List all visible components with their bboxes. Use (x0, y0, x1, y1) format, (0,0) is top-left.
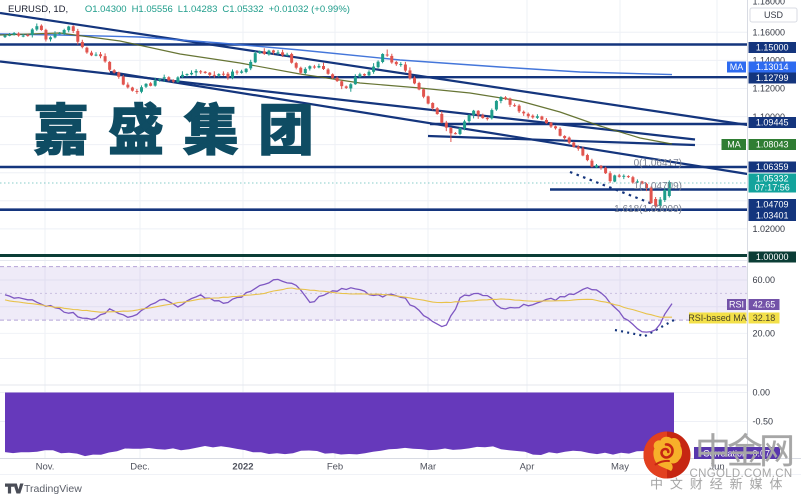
svg-text:MA: MA (730, 62, 744, 72)
svg-text:Feb: Feb (327, 462, 343, 473)
svg-text:1.18000: 1.18000 (753, 0, 786, 7)
svg-text:1.00000: 1.00000 (756, 252, 789, 262)
svg-text:Mar: Mar (420, 462, 436, 473)
svg-text:1.02000: 1.02000 (753, 224, 786, 234)
svg-text:May: May (611, 462, 629, 473)
svg-text:1.12799: 1.12799 (756, 73, 789, 83)
svg-text:1.16000: 1.16000 (753, 28, 786, 38)
svg-text:1.08043: 1.08043 (756, 140, 789, 150)
svg-text:1.06359: 1.06359 (756, 162, 789, 172)
svg-text:1.03401: 1.03401 (756, 211, 789, 221)
svg-text:Apr: Apr (520, 462, 535, 473)
svg-text:1.14000: 1.14000 (753, 56, 786, 66)
svg-text:1.618(1.03099): 1.618(1.03099) (614, 204, 682, 215)
svg-text:07:17:56: 07:17:56 (755, 182, 790, 192)
svg-text:-0.50: -0.50 (753, 417, 774, 427)
svg-text:2022: 2022 (232, 462, 253, 473)
svg-text:1.09445: 1.09445 (756, 118, 789, 128)
svg-text:RSI-based MA: RSI-based MA (688, 313, 747, 323)
svg-text:0(1.06417): 0(1.06417) (634, 158, 682, 169)
svg-text:MA: MA (727, 140, 741, 150)
svg-text:1.10000: 1.10000 (753, 112, 786, 122)
svg-text:1.13014: 1.13014 (756, 62, 789, 72)
svg-text:42.65: 42.65 (753, 300, 776, 310)
svg-text:1.12000: 1.12000 (753, 84, 786, 94)
svg-text:0.00: 0.00 (753, 388, 771, 398)
svg-text:RSI: RSI (729, 300, 744, 310)
svg-text:1(1.04709): 1(1.04709) (634, 181, 682, 192)
svg-text:1.05332: 1.05332 (756, 173, 789, 183)
svg-text:20.00: 20.00 (753, 329, 776, 339)
svg-text:1.04709: 1.04709 (756, 200, 789, 210)
svg-text:Jun: Jun (709, 462, 724, 473)
svg-text:Dec.: Dec. (130, 462, 150, 473)
svg-text:1.15000: 1.15000 (756, 43, 789, 53)
svg-text:USD: USD (764, 10, 784, 20)
svg-text:CNGOLD.COM.CN: CNGOLD.COM.CN (690, 468, 793, 480)
svg-text:60.00: 60.00 (753, 275, 776, 285)
svg-text:TradingView: TradingView (24, 483, 82, 495)
svg-text:Nov.: Nov. (36, 462, 55, 473)
svg-text:32.18: 32.18 (753, 313, 776, 323)
